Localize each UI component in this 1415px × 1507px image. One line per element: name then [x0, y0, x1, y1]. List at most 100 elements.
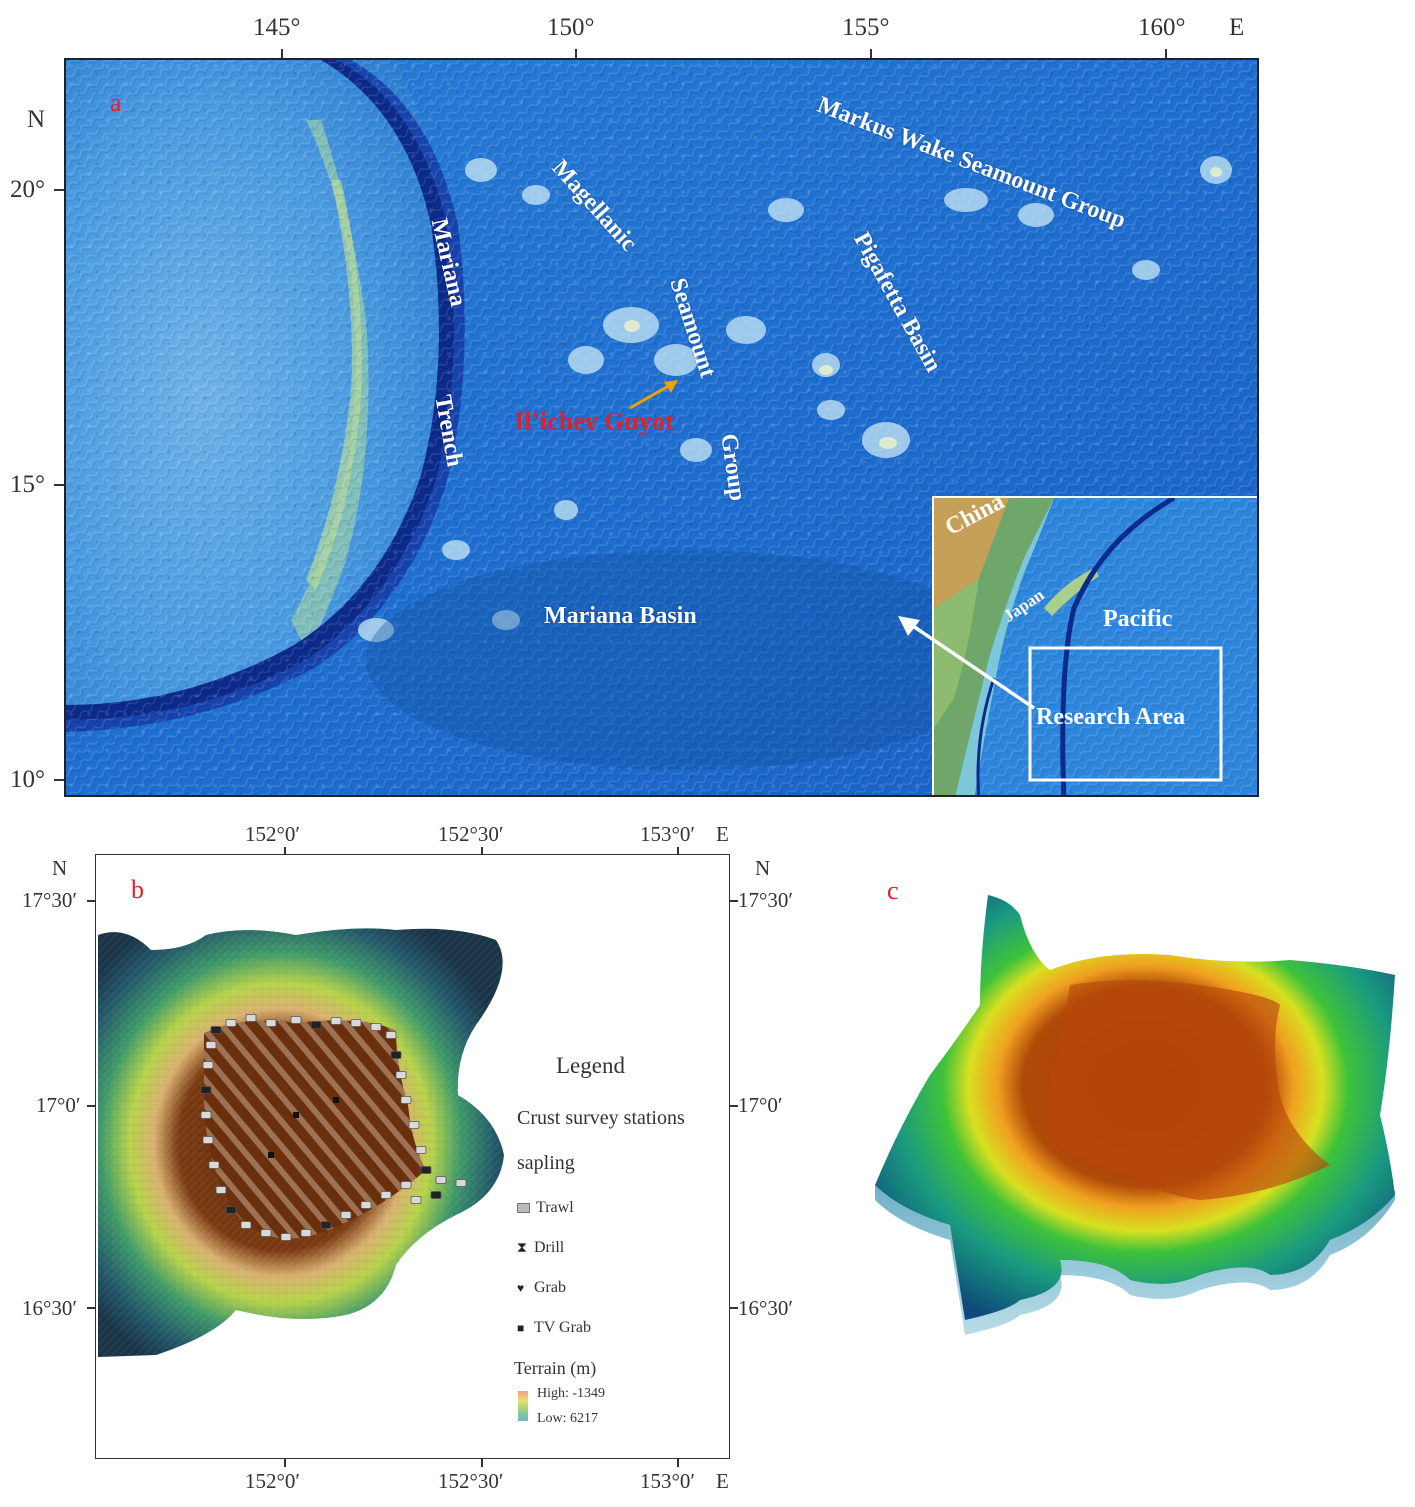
station-marker: [200, 1111, 212, 1119]
b-lat-label-right-1: 17°30′: [738, 888, 793, 912]
station-marker: [225, 1206, 237, 1214]
station-marker: [435, 1176, 447, 1184]
legend-sampling: sapling: [517, 1152, 575, 1174]
station-marker: [225, 1019, 237, 1027]
legend-high: High: -1349: [537, 1386, 606, 1401]
lon-label-145: 145°: [253, 14, 301, 41]
station-marker: [268, 1152, 274, 1158]
legend-title: Legend: [556, 1053, 625, 1078]
b-lon-label-bottom-2: 152°30′: [438, 1469, 504, 1493]
station-marker: [205, 1041, 217, 1049]
station-marker: [390, 1051, 402, 1059]
b-lat-tick: [87, 1307, 95, 1309]
lon-unit-label: E: [1229, 14, 1245, 41]
station-marker: [360, 1201, 372, 1209]
legend-item-grab: ♥ Grab: [517, 1279, 566, 1296]
guyot-map-b: b: [95, 854, 730, 1459]
lat-label-20: 20°: [10, 176, 45, 203]
research-area-arrow: [898, 616, 1035, 710]
station-marker: [265, 1019, 277, 1027]
station-marker: [202, 1136, 214, 1144]
panel-b-letter: b: [131, 875, 144, 904]
station-marker: [293, 1112, 299, 1118]
station-marker: [430, 1191, 442, 1199]
b-lon-label-bottom-1: 152°0′: [245, 1469, 300, 1493]
b-lat-tick: [730, 1307, 738, 1309]
station-marker: [240, 1221, 252, 1229]
trawl-symbol-icon: [517, 1203, 530, 1214]
lon-label-155: 155°: [842, 14, 890, 41]
b-lon-tick: [481, 847, 483, 855]
station-marker: [330, 1017, 342, 1025]
legend-item-drill: ⧗ Drill: [517, 1239, 565, 1256]
legend-item-tv-grab: ■ TV Grab: [517, 1319, 592, 1336]
b-lat-unit-left: N: [52, 856, 68, 880]
b-lon-tick: [677, 847, 679, 855]
station-marker: [310, 1021, 322, 1029]
b-lon-tick: [677, 1459, 679, 1467]
guyot-terrain: [98, 928, 504, 1357]
b-lon-label-top-1: 152°0′: [245, 822, 300, 846]
station-marker: [400, 1096, 412, 1104]
station-marker: [340, 1211, 352, 1219]
station-marker: [245, 1014, 257, 1022]
b-lon-tick: [481, 1459, 483, 1467]
legend-terrain-title: Terrain (m): [514, 1358, 597, 1378]
inset-raster: [934, 498, 1257, 795]
b-lon-unit-bottom: E: [716, 1469, 729, 1493]
b-lat-label-left-1: 17°30′: [22, 888, 77, 912]
b-lat-tick: [730, 1105, 738, 1107]
station-marker: [333, 1097, 339, 1103]
station-marker: [202, 1061, 214, 1069]
drill-symbol-icon: ⧗: [517, 1241, 527, 1256]
station-marker: [290, 1016, 302, 1024]
station-marker: [210, 1026, 222, 1034]
station-marker: [408, 1121, 420, 1129]
station-marker: [410, 1196, 422, 1204]
lon-tick: [575, 49, 577, 59]
station-marker: [415, 1146, 427, 1154]
b-lat-label-right-2: 17°0′: [738, 1093, 783, 1117]
panel-a-letter: a: [110, 88, 122, 117]
station-marker: [215, 1186, 227, 1194]
station-marker: [280, 1233, 292, 1241]
b-lon-tick: [284, 847, 286, 855]
lon-tick: [281, 49, 283, 59]
b-lat-label-left-2: 17°0′: [36, 1093, 81, 1117]
terrain-color-ramp: [518, 1391, 528, 1421]
lat-unit-label: N: [27, 106, 46, 133]
station-marker: [200, 1086, 212, 1094]
station-marker: [420, 1166, 432, 1174]
lon-tick: [1165, 49, 1167, 59]
b-lon-tick: [284, 1459, 286, 1467]
tv-grab-symbol-icon: ■: [517, 1321, 525, 1335]
locator-inset: China Japan Pacific Research Area: [932, 496, 1257, 795]
legend-low: Low: 6217: [537, 1411, 599, 1426]
station-marker: [385, 1031, 397, 1039]
station-marker: [455, 1179, 467, 1187]
label-ilichev-guyot: Il’ichev Guyot: [514, 407, 674, 436]
b-lat-tick: [87, 900, 95, 902]
research-area-box: [1028, 646, 1223, 782]
ilichev-arrow: [629, 380, 678, 410]
b-lat-tick: [87, 1105, 95, 1107]
legend-item-trawl: Trawl: [517, 1199, 574, 1217]
lat-label-10: 10°: [10, 766, 45, 793]
station-marker: [208, 1161, 220, 1169]
lat-tick: [54, 484, 64, 486]
station-marker: [350, 1019, 362, 1027]
b-lat-unit-right: N: [755, 856, 771, 880]
b-lon-label-bottom-3: 153°0′: [640, 1469, 695, 1493]
station-marker: [320, 1221, 332, 1229]
b-lat-tick: [730, 900, 738, 902]
station-marker: [260, 1229, 272, 1237]
guyot-3d-model: [875, 895, 1395, 1335]
lon-label-150: 150°: [547, 14, 595, 41]
station-marker: [370, 1023, 382, 1031]
lat-label-15: 15°: [10, 471, 45, 498]
inset-label-research-area: Research Area: [1036, 704, 1186, 730]
b-lon-label-top-3: 153°0′: [640, 822, 695, 846]
label-mariana-basin: Mariana Basin: [544, 603, 697, 629]
lat-tick: [54, 779, 64, 781]
station-marker: [395, 1071, 407, 1079]
